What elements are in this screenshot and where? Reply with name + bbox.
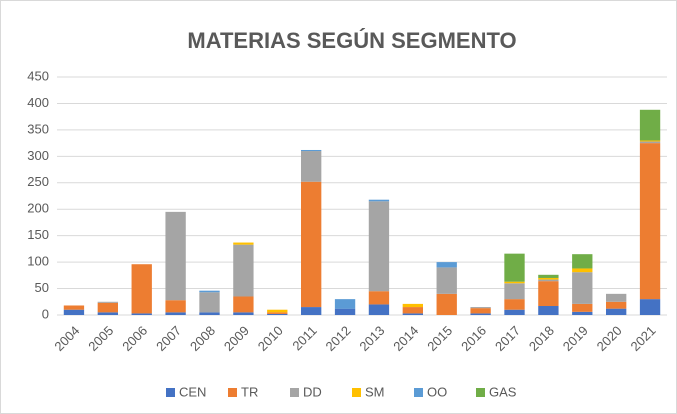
bar-segment xyxy=(504,253,525,282)
bar-segment xyxy=(402,313,423,315)
bar-segment xyxy=(334,299,356,309)
y-tick-label: 350 xyxy=(27,121,49,136)
bar-segment xyxy=(368,199,390,202)
bar-segment xyxy=(165,300,186,313)
bar-segment xyxy=(606,308,627,315)
y-tick-label: 450 xyxy=(27,68,49,83)
bar-segment xyxy=(131,313,152,315)
legend-swatch xyxy=(228,388,237,397)
bar-segment xyxy=(572,272,593,304)
bar-segment xyxy=(63,305,85,310)
bar-segment xyxy=(334,308,356,315)
legend-label: DD xyxy=(303,384,322,399)
legend-swatch xyxy=(414,388,423,397)
bar-segment xyxy=(199,292,220,313)
bar-segment xyxy=(402,303,423,308)
bar-segment xyxy=(504,283,525,300)
bar-segment xyxy=(233,312,254,315)
bar-segment xyxy=(131,264,152,314)
legend-swatch xyxy=(166,388,175,397)
y-tick-label: 200 xyxy=(27,201,49,216)
legend-label: GAS xyxy=(489,384,517,399)
bar-segment xyxy=(572,303,593,312)
bar-segment xyxy=(470,307,491,309)
bar-segment xyxy=(267,309,288,313)
y-tick-label: 400 xyxy=(27,95,49,110)
bar-segment xyxy=(639,143,661,300)
bar-segment xyxy=(436,262,457,268)
bar-segment xyxy=(199,312,220,315)
bar-segment xyxy=(606,301,627,309)
bar-segment xyxy=(436,293,457,315)
bar-segment xyxy=(97,312,118,315)
bar-segment xyxy=(199,290,220,293)
bar-segment xyxy=(538,279,559,282)
bar-segment xyxy=(572,311,593,315)
legend-swatch xyxy=(290,388,299,397)
bar-segment xyxy=(233,244,254,297)
y-tick-label: 100 xyxy=(27,254,49,269)
bar-segment xyxy=(301,151,322,182)
bar-segment xyxy=(402,307,423,314)
bar-segment xyxy=(572,254,593,269)
bar-segment xyxy=(368,304,390,315)
bar-segment xyxy=(606,293,627,302)
legend-swatch xyxy=(476,388,485,397)
bar-segment xyxy=(368,201,390,292)
bar-segment xyxy=(470,308,491,314)
bar-segment xyxy=(504,299,525,310)
bar-segment xyxy=(301,307,322,315)
bar-segment xyxy=(572,268,593,273)
bar-segment xyxy=(639,141,661,144)
bar-segment xyxy=(504,281,525,284)
bar-segment xyxy=(301,149,322,152)
bar-segment xyxy=(233,242,254,245)
bar-segment xyxy=(63,309,85,315)
legend-label: TR xyxy=(241,384,258,399)
bar-segment xyxy=(97,301,118,303)
y-tick-label: 50 xyxy=(35,280,49,295)
y-tick-label: 300 xyxy=(27,148,49,163)
bar-segment xyxy=(233,296,254,313)
legend-swatch xyxy=(352,388,361,397)
y-tick-label: 150 xyxy=(27,227,49,242)
bar-segment xyxy=(538,274,559,278)
bar-segment xyxy=(97,302,118,313)
bar-segment xyxy=(504,309,525,315)
bar-segment xyxy=(538,306,559,315)
bar-segment xyxy=(267,313,288,315)
bar-segment xyxy=(470,313,491,315)
bar-segment xyxy=(538,281,559,307)
legend-label: OO xyxy=(427,384,447,399)
bar-segment xyxy=(639,299,661,315)
y-tick-label: 250 xyxy=(27,174,49,189)
bar-segment xyxy=(165,312,186,315)
bar-segment xyxy=(639,109,661,141)
bar-segment xyxy=(301,181,322,308)
bar-segment xyxy=(368,291,390,305)
bar-segment xyxy=(436,267,457,294)
chart-title: MATERIAS SEGÚN SEGMENTO xyxy=(187,28,516,53)
legend-label: CEN xyxy=(179,384,206,399)
bar-segment xyxy=(267,312,288,314)
bar-segment xyxy=(538,277,559,280)
bar-segment xyxy=(639,140,661,142)
bar-segment xyxy=(165,211,186,301)
y-tick-label: 0 xyxy=(42,306,49,321)
legend-label: SM xyxy=(365,384,385,399)
